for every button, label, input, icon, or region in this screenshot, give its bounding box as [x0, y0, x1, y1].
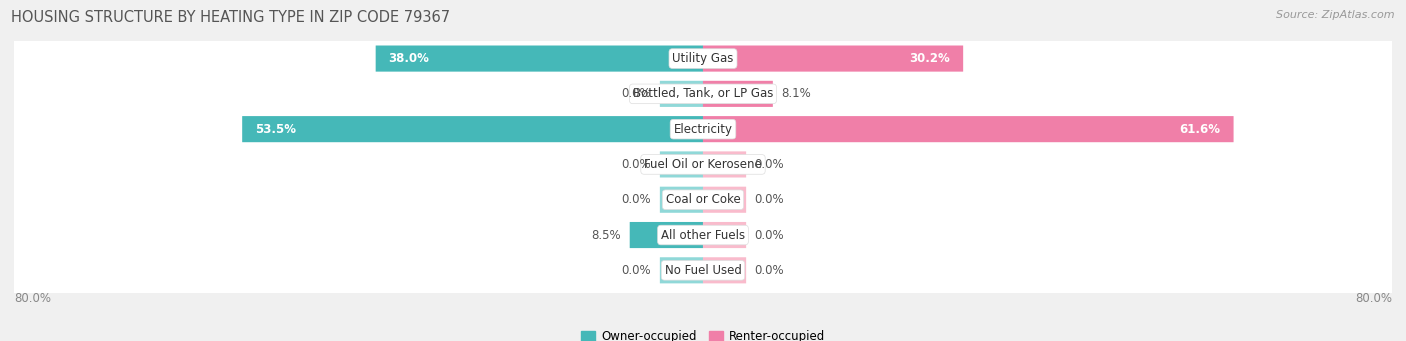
FancyBboxPatch shape	[703, 151, 747, 178]
Text: 0.0%: 0.0%	[621, 264, 651, 277]
Text: All other Fuels: All other Fuels	[661, 228, 745, 241]
FancyBboxPatch shape	[13, 100, 1393, 159]
Text: 0.0%: 0.0%	[755, 158, 785, 171]
Text: 0.0%: 0.0%	[621, 87, 651, 100]
FancyBboxPatch shape	[703, 45, 963, 72]
FancyBboxPatch shape	[13, 29, 1393, 88]
Text: 30.2%: 30.2%	[910, 52, 950, 65]
Legend: Owner-occupied, Renter-occupied: Owner-occupied, Renter-occupied	[581, 330, 825, 341]
Text: 0.0%: 0.0%	[621, 158, 651, 171]
FancyBboxPatch shape	[13, 135, 1393, 194]
FancyBboxPatch shape	[375, 45, 703, 72]
FancyBboxPatch shape	[659, 151, 703, 178]
Text: 0.0%: 0.0%	[621, 193, 651, 206]
FancyBboxPatch shape	[659, 81, 703, 107]
FancyBboxPatch shape	[13, 64, 1393, 123]
FancyBboxPatch shape	[703, 116, 1233, 142]
Text: Electricity: Electricity	[673, 123, 733, 136]
Text: 8.5%: 8.5%	[592, 228, 621, 241]
Text: Coal or Coke: Coal or Coke	[665, 193, 741, 206]
FancyBboxPatch shape	[659, 257, 703, 283]
Text: 80.0%: 80.0%	[1355, 292, 1392, 305]
Text: No Fuel Used: No Fuel Used	[665, 264, 741, 277]
Text: Bottled, Tank, or LP Gas: Bottled, Tank, or LP Gas	[633, 87, 773, 100]
Text: 80.0%: 80.0%	[14, 292, 51, 305]
FancyBboxPatch shape	[703, 257, 747, 283]
FancyBboxPatch shape	[13, 205, 1393, 265]
Text: 38.0%: 38.0%	[388, 52, 430, 65]
Text: Source: ZipAtlas.com: Source: ZipAtlas.com	[1277, 10, 1395, 20]
Text: Utility Gas: Utility Gas	[672, 52, 734, 65]
Text: HOUSING STRUCTURE BY HEATING TYPE IN ZIP CODE 79367: HOUSING STRUCTURE BY HEATING TYPE IN ZIP…	[11, 10, 450, 25]
Text: Fuel Oil or Kerosene: Fuel Oil or Kerosene	[644, 158, 762, 171]
Text: 0.0%: 0.0%	[755, 193, 785, 206]
FancyBboxPatch shape	[703, 187, 747, 213]
FancyBboxPatch shape	[242, 116, 703, 142]
FancyBboxPatch shape	[659, 187, 703, 213]
Text: 0.0%: 0.0%	[755, 264, 785, 277]
Text: 61.6%: 61.6%	[1180, 123, 1220, 136]
FancyBboxPatch shape	[630, 222, 703, 248]
FancyBboxPatch shape	[703, 222, 747, 248]
FancyBboxPatch shape	[703, 81, 773, 107]
FancyBboxPatch shape	[13, 241, 1393, 300]
Text: 8.1%: 8.1%	[782, 87, 811, 100]
FancyBboxPatch shape	[13, 170, 1393, 229]
Text: 53.5%: 53.5%	[256, 123, 297, 136]
Text: 0.0%: 0.0%	[755, 228, 785, 241]
